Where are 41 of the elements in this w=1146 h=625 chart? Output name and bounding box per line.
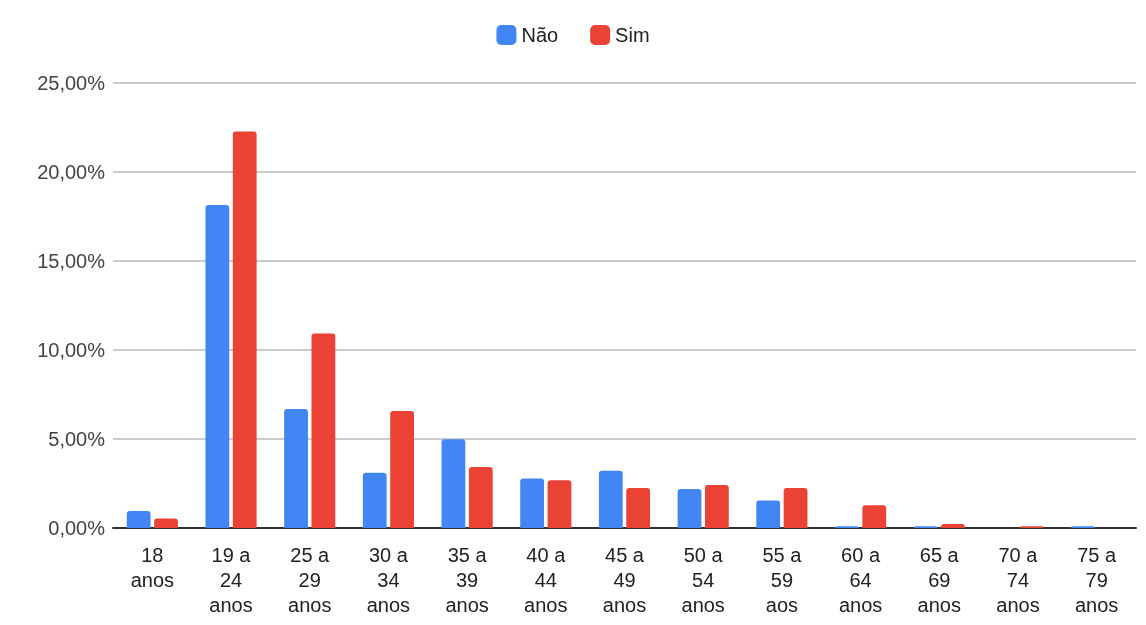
x-tick-label: 30 a 34 anos <box>366 543 411 616</box>
bar <box>520 478 545 528</box>
bar <box>598 470 623 528</box>
x-tick-label: 50 a 54 anos <box>681 543 725 616</box>
legend-label: Não <box>521 24 559 46</box>
bar <box>205 204 230 528</box>
x-tick-label: 65 a 69 anos <box>917 543 961 616</box>
y-tick-label: 5,00% <box>48 428 106 450</box>
y-tick-label: 10,00% <box>37 339 106 361</box>
x-tick-label: 70 a 74 anos <box>996 543 1040 616</box>
bar <box>941 524 965 528</box>
x-tick-label: 40 a 44 anos <box>524 543 568 616</box>
x-tick-label: 55 a 59 aos <box>762 543 803 616</box>
x-tick-label: 45 a 49 anos <box>602 543 647 616</box>
y-tick-label: 15,00% <box>37 250 106 272</box>
bar <box>284 408 308 528</box>
bar <box>547 480 572 528</box>
bar <box>704 485 729 528</box>
bar <box>756 500 781 528</box>
bar <box>232 131 257 528</box>
legend-label: Sim <box>615 24 650 46</box>
x-tick-label: 35 a 39 anos <box>445 543 489 616</box>
x-tick-label: 60 a 64 anos <box>838 543 883 616</box>
bar <box>862 505 887 528</box>
x-tick-label: 19 a 24 anos <box>209 543 253 616</box>
bar <box>468 466 493 528</box>
bar <box>311 333 336 528</box>
x-tick-label: 25 a 29 anos <box>288 543 332 616</box>
bar <box>677 489 702 528</box>
bar <box>154 518 178 528</box>
y-tick-label: 0,00% <box>48 517 106 539</box>
bar <box>362 472 387 528</box>
x-tick-label: 75 a 79 anos <box>1074 543 1119 616</box>
x-tick-label: 18 anos <box>130 543 175 591</box>
bar <box>390 410 414 528</box>
y-tick-label: 25,00% <box>37 72 106 94</box>
bar <box>126 510 151 528</box>
bar <box>783 487 808 528</box>
y-tick-label: 20,00% <box>37 161 106 183</box>
bar <box>626 487 651 528</box>
bar <box>441 439 466 528</box>
